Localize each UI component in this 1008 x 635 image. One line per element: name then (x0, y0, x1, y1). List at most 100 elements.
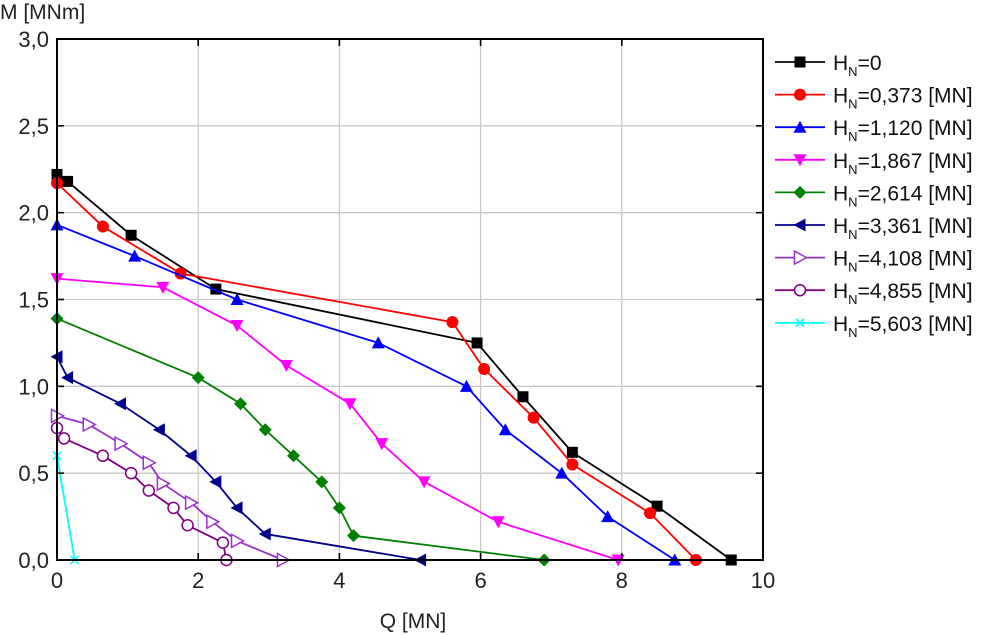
legend-label: HN=1,867 [MN] (833, 150, 973, 177)
data-point (96, 449, 110, 463)
legend-label-rest: =4,855 [MN] (858, 280, 973, 303)
data-point (794, 56, 806, 68)
x-tick-label: 8 (616, 568, 628, 593)
data-point (167, 501, 180, 515)
data-point (347, 529, 361, 543)
legend-entry: HN=1,120 [MN] (775, 117, 973, 144)
data-point (459, 379, 473, 392)
series-line (56, 182, 697, 561)
data-point (230, 320, 244, 333)
axes: 0 2 4 6 8 10 0,0 0,5 1,0 1,5 2,0 2,5 3,0 Q [MN] M [MNm… (0, 1, 775, 633)
data-point (566, 446, 578, 458)
legend-label: HN=4,108 [MN] (833, 248, 973, 275)
legend-label-main: H (833, 215, 848, 238)
legend-label-main: H (833, 117, 848, 140)
data-point (152, 423, 165, 437)
legend-entry: HN=4,855 [MN] (775, 280, 973, 307)
legend-label-rest: =0 (858, 52, 882, 75)
legend-label-sub: N (848, 97, 857, 112)
series-2 (51, 177, 702, 566)
legend-label: HN=5,603 [MN] (833, 313, 973, 340)
series-8 (50, 421, 233, 567)
legend-label: HN=0,373 [MN] (833, 85, 973, 112)
data-point (343, 398, 357, 411)
data-point (156, 281, 170, 294)
series-1 (51, 168, 737, 566)
data-point (191, 371, 205, 385)
data-point (795, 318, 805, 328)
legend-label-sub: N (848, 292, 857, 307)
legend-label: HN=1,120 [MN] (833, 117, 973, 144)
series-line (56, 223, 676, 561)
legend-label-rest: =4,108 [MN] (858, 248, 973, 271)
x-tick-label: 10 (751, 568, 775, 593)
data-point (287, 449, 301, 463)
data-point (793, 249, 809, 266)
x-tick-label: 0 (51, 568, 63, 593)
data-point (258, 423, 272, 437)
legend-label: HN=4,855 [MN] (833, 280, 973, 307)
x-marker-stroke (795, 318, 805, 328)
legend-label-sub: N (848, 260, 857, 275)
data-point (210, 283, 222, 295)
data-point (601, 510, 615, 523)
data-point (332, 501, 346, 515)
series-5 (50, 312, 551, 567)
legend-label-main: H (833, 52, 848, 75)
legend-label-sub: N (848, 194, 857, 209)
data-point (498, 423, 512, 436)
x-tick-label: 6 (474, 568, 486, 593)
data-point (184, 449, 197, 463)
y-tick-label: 1,0 (18, 374, 49, 399)
legend-label-main: H (833, 280, 848, 303)
series-line (56, 317, 545, 561)
data-point (555, 466, 569, 479)
legend-label-rest: =2,614 [MN] (858, 182, 973, 205)
legend-label: HN=3,361 [MN] (833, 215, 973, 242)
data-point (184, 494, 200, 511)
legend-entry: HN=0 (775, 52, 882, 79)
data-point (566, 458, 579, 471)
data-point (216, 536, 230, 549)
data-point (230, 533, 246, 549)
y-tick-label: 2,5 (18, 114, 49, 139)
data-point (125, 229, 137, 241)
y-tick-label: 0,5 (18, 461, 49, 486)
data-point (258, 527, 271, 541)
series-line (56, 455, 76, 561)
legend-label-rest: =1,120 [MN] (858, 117, 973, 140)
y-tick-label: 3,0 (18, 27, 49, 52)
legend-entry: HN=3,361 [MN] (775, 215, 973, 242)
legend-label-main: H (833, 182, 848, 205)
y-tick-label: 0,0 (18, 548, 49, 573)
data-point (793, 154, 807, 167)
legend-label-sub: N (848, 64, 857, 79)
legend-label-main: H (833, 248, 848, 271)
data-point (142, 454, 157, 471)
legend-label-rest: =0,373 [MN] (858, 85, 973, 108)
series-3 (50, 218, 682, 566)
data-point (156, 475, 171, 492)
data-point (315, 475, 329, 489)
data-point (234, 397, 248, 411)
data-point (491, 516, 505, 529)
data-point (209, 475, 222, 489)
data-point (82, 416, 97, 433)
legend-label: HN=0 (833, 52, 882, 79)
data-point (114, 397, 127, 411)
data-point (181, 519, 194, 532)
legend-entry: HN=0,373 [MN] (775, 85, 973, 112)
data-point (142, 484, 156, 497)
legend-label-sub: N (848, 227, 857, 242)
legend-entry: HN=5,603 [MN] (775, 313, 973, 340)
data-point (417, 476, 431, 489)
legend-label-main: H (833, 313, 848, 336)
legend-entry: HN=1,867 [MN] (775, 150, 973, 177)
x-tick-label: 2 (192, 568, 204, 593)
data-point (446, 316, 459, 329)
data-point (794, 88, 806, 101)
data-point (206, 514, 221, 530)
x-tick-label: 4 (333, 568, 345, 593)
y-tick-label: 1,5 (18, 288, 49, 313)
legend-label-sub: N (848, 162, 857, 177)
